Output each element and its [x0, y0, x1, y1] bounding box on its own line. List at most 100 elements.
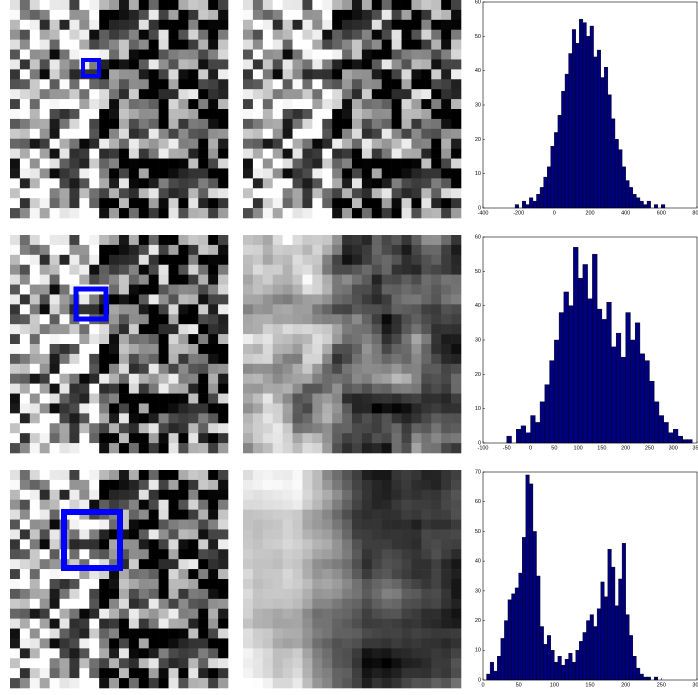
pixel — [332, 198, 343, 209]
pixel — [401, 244, 412, 256]
pixel — [342, 373, 353, 384]
pixel — [262, 373, 274, 384]
bar — [654, 204, 658, 209]
pixel — [332, 89, 343, 100]
pixel — [128, 99, 140, 110]
pixel — [39, 579, 50, 590]
pixel — [168, 618, 179, 629]
pixel — [148, 373, 159, 384]
pixel — [39, 49, 50, 60]
pixel — [371, 443, 383, 454]
pixel — [441, 569, 452, 580]
pixel — [332, 109, 343, 120]
pixel — [10, 79, 21, 90]
pixel — [441, 638, 452, 649]
pixel — [89, 373, 100, 384]
pixel — [10, 344, 21, 355]
pixel — [342, 9, 353, 21]
pixel — [451, 99, 462, 110]
pixel — [19, 89, 31, 100]
pixel — [128, 109, 140, 120]
pixel — [441, 479, 452, 491]
pixel — [411, 423, 422, 434]
pixel — [178, 99, 189, 110]
pixel — [371, 178, 383, 189]
pixel — [119, 254, 130, 266]
pixel — [119, 598, 130, 610]
pixel — [451, 433, 462, 444]
pixel — [218, 0, 229, 11]
pixel — [252, 334, 264, 345]
pixel — [322, 148, 333, 159]
pixel — [431, 509, 442, 520]
pixel — [10, 324, 21, 335]
pixel — [302, 294, 313, 305]
pixel — [312, 158, 323, 169]
pixel — [119, 69, 130, 80]
pixel — [401, 264, 412, 275]
pixel — [411, 344, 422, 355]
pixel — [312, 559, 323, 570]
pixel — [208, 433, 219, 444]
pixel — [243, 284, 254, 295]
pixel — [89, 118, 100, 130]
pixel — [252, 648, 264, 659]
pixel — [168, 274, 179, 285]
pixel — [262, 59, 274, 70]
pixel — [59, 79, 70, 90]
pixel — [158, 9, 169, 21]
pixel — [89, 539, 100, 550]
pixel — [451, 89, 462, 100]
pixel — [198, 529, 209, 540]
pixel — [292, 158, 303, 169]
pixel — [178, 254, 189, 266]
pixel — [262, 99, 274, 110]
pixel — [361, 433, 373, 444]
pixel — [381, 264, 392, 275]
pixel — [421, 393, 432, 404]
pixel — [322, 0, 333, 11]
pixel — [178, 244, 189, 256]
pixel — [381, 208, 392, 219]
pixel — [411, 648, 422, 659]
pixel — [10, 128, 21, 140]
pixel — [168, 499, 179, 510]
pixel — [168, 9, 179, 21]
pixel — [109, 39, 120, 50]
pixel — [322, 588, 333, 600]
bar — [554, 661, 559, 681]
pixel — [49, 519, 60, 530]
pixel — [243, 89, 254, 100]
pixel — [29, 539, 41, 550]
pixel — [148, 658, 159, 669]
pixel — [312, 344, 323, 355]
pixel — [148, 353, 159, 365]
pixel — [282, 363, 293, 375]
pixel — [322, 470, 333, 481]
pixel — [322, 344, 333, 355]
pixel — [69, 29, 80, 40]
pixel — [282, 678, 293, 689]
pixel — [89, 188, 100, 199]
pixel — [262, 198, 274, 209]
pixel — [332, 254, 343, 266]
pixel — [79, 0, 90, 11]
pixel — [49, 423, 60, 434]
pixel — [441, 49, 452, 60]
pixel — [19, 588, 31, 600]
pixel — [10, 69, 21, 80]
pixel — [401, 109, 412, 120]
pixel — [99, 198, 110, 209]
pixel — [99, 413, 110, 424]
pixel — [302, 489, 313, 501]
pixel — [218, 489, 229, 501]
pixel — [342, 294, 353, 305]
pixel — [89, 99, 100, 110]
pixel — [302, 334, 313, 345]
pixel — [243, 638, 254, 649]
pixel — [119, 168, 130, 179]
pixel — [138, 109, 150, 120]
pixel — [148, 148, 159, 159]
pixel — [138, 588, 150, 600]
pixel — [188, 559, 199, 570]
